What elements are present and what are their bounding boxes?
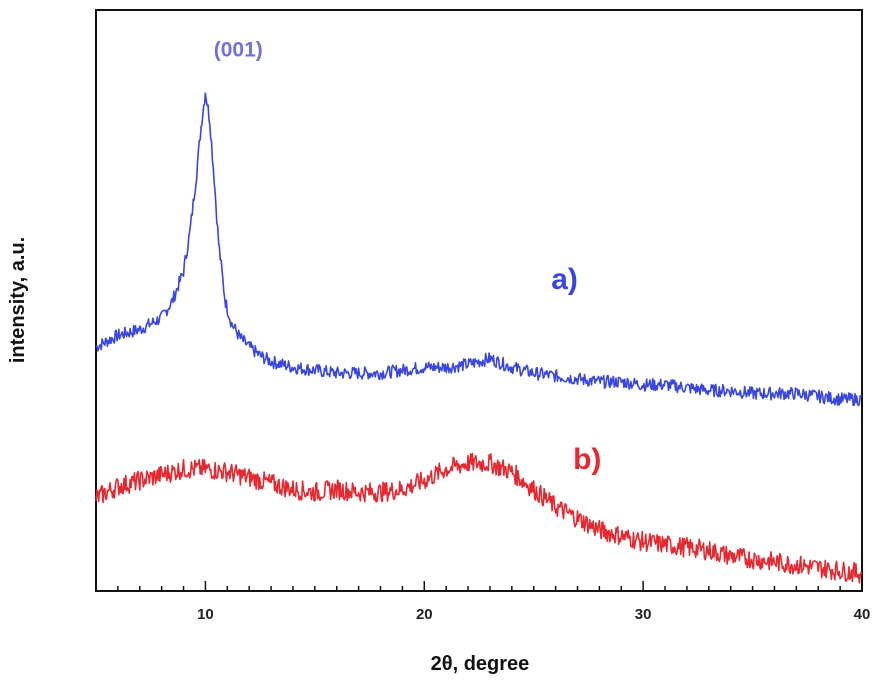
series-label-b: b): [573, 443, 601, 476]
x-tick-label: 20: [416, 606, 433, 623]
chart-labels: 2θ, degree intensity, a.u.: [7, 237, 529, 675]
plot-frame: [95, 9, 863, 592]
x-tick-label: 30: [635, 606, 652, 623]
x-tick-label: 10: [197, 606, 214, 623]
series-line-b: [95, 452, 863, 584]
series-line-a: [95, 92, 863, 407]
x-ticks: 10 20 30 40: [117, 581, 871, 623]
series-group: a) b) (001): [95, 38, 863, 584]
peak-annotation: (001): [214, 38, 263, 61]
x-tick-label: 40: [854, 606, 871, 623]
series-label-a: a): [551, 263, 578, 296]
x-axis-label: 2θ, degree: [431, 653, 530, 675]
y-axis-label: intensity, a.u.: [7, 237, 29, 363]
